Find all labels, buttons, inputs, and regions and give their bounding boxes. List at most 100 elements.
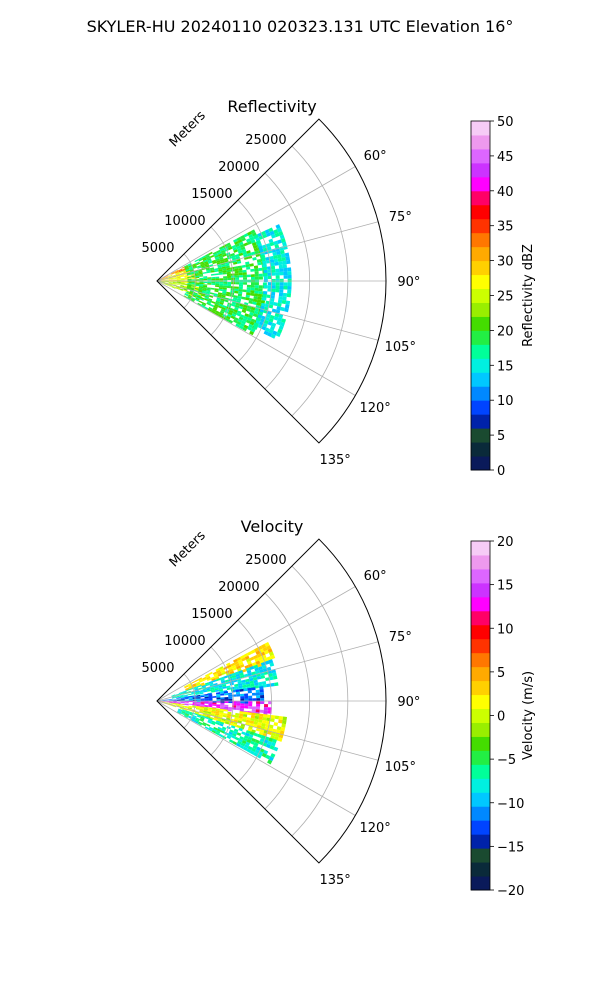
echo-cell	[261, 257, 266, 262]
echo-cell	[168, 700, 173, 701]
echo-cell	[188, 294, 193, 298]
echo-cell	[233, 295, 238, 299]
echo-cell	[177, 711, 182, 714]
echo-cell	[213, 673, 218, 677]
echo-cell	[272, 672, 277, 677]
echo-cell	[180, 279, 185, 281]
colorbar-segment	[471, 414, 490, 429]
colorbar-segment	[471, 456, 490, 471]
echo-cell	[246, 739, 252, 744]
echo-cell	[258, 740, 264, 746]
echo-cell	[259, 669, 264, 674]
echo-cell	[255, 713, 260, 717]
echo-cell	[279, 271, 284, 276]
echo-cell	[216, 699, 221, 701]
echo-cell	[262, 714, 268, 718]
echo-cell	[215, 668, 220, 672]
echo-cell	[250, 740, 255, 745]
grid-spoke	[156, 280, 356, 396]
echo-cell	[198, 678, 203, 682]
echo-cell	[208, 306, 213, 311]
echo-cell	[211, 281, 216, 284]
echo-cell	[219, 691, 225, 694]
grid-spoke	[156, 586, 356, 702]
echo-cell	[204, 695, 209, 698]
echo-cell	[248, 233, 254, 239]
echo-cell	[236, 656, 242, 661]
echo-cell	[171, 694, 176, 697]
echo-cell	[185, 267, 190, 270]
echo-cell	[185, 270, 191, 273]
colorbar-segment	[471, 834, 490, 849]
echo-cell	[168, 703, 173, 705]
echo-cell	[224, 701, 229, 703]
echo-cell	[196, 715, 202, 718]
echo-cell	[280, 253, 286, 258]
echo-cell	[210, 688, 215, 692]
echo-cell	[176, 275, 181, 277]
echo-cell	[250, 717, 255, 722]
echo-cell	[211, 720, 216, 724]
echo-cell	[245, 319, 251, 324]
echo-cell	[242, 746, 248, 751]
echo-cell	[171, 272, 176, 275]
echo-cell	[226, 242, 231, 247]
echo-cell	[164, 702, 169, 704]
echo-cell	[186, 292, 191, 295]
echo-cell	[272, 675, 278, 680]
echo-cell	[185, 688, 190, 691]
echo-cell	[198, 288, 203, 291]
echo-cell	[276, 254, 282, 259]
echo-cell	[216, 297, 221, 301]
echo-cell	[260, 698, 265, 701]
echo-cell	[160, 700, 165, 701]
echo-cell	[259, 686, 264, 690]
echo-cell	[200, 304, 205, 308]
echo-cell	[254, 282, 259, 286]
colorbar-segment	[471, 260, 490, 276]
echo-cell	[222, 289, 227, 292]
echo-cell	[210, 713, 215, 717]
echo-cell	[194, 720, 199, 724]
echo-cell	[245, 294, 250, 298]
echo-cell	[281, 256, 287, 262]
echo-cell	[215, 709, 220, 713]
echo-cell	[184, 275, 189, 278]
echo-cell	[269, 662, 275, 667]
colorbar-segment	[471, 764, 490, 779]
echo-cell	[267, 285, 272, 289]
colorbar-segment	[471, 596, 490, 612]
echo-cell	[222, 272, 227, 275]
echo-cell	[171, 271, 175, 274]
colorbar-segment	[471, 624, 490, 640]
colorbar-segment	[471, 778, 490, 793]
echo-cell	[246, 284, 251, 288]
echo-cell	[202, 289, 207, 292]
echo-cell	[258, 276, 263, 280]
echo-cell	[179, 696, 184, 698]
echo-cell	[250, 229, 256, 234]
echo-cell	[242, 289, 247, 293]
echo-cell	[215, 300, 220, 304]
echo-cell	[172, 284, 177, 286]
echo-cell	[176, 277, 181, 279]
colorbar-segment	[471, 134, 490, 150]
echo-cell	[216, 704, 221, 707]
echo-cell	[223, 712, 228, 716]
colorbar-segment	[471, 680, 490, 696]
echo-cell	[171, 694, 176, 697]
echo-cell	[234, 304, 240, 309]
echo-cell	[240, 705, 245, 709]
echo-cell	[240, 703, 245, 706]
echo-cell	[253, 234, 259, 239]
echo-cell	[249, 236, 255, 241]
echo-cell	[234, 268, 239, 272]
echo-cell	[229, 729, 234, 733]
colorbar-segment	[471, 722, 490, 737]
echo-cell	[280, 306, 285, 312]
echo-cell	[220, 730, 225, 734]
echo-cell	[278, 719, 283, 724]
echo-cell	[250, 268, 255, 272]
echo-cell	[279, 268, 284, 273]
echo-cell	[210, 687, 215, 690]
